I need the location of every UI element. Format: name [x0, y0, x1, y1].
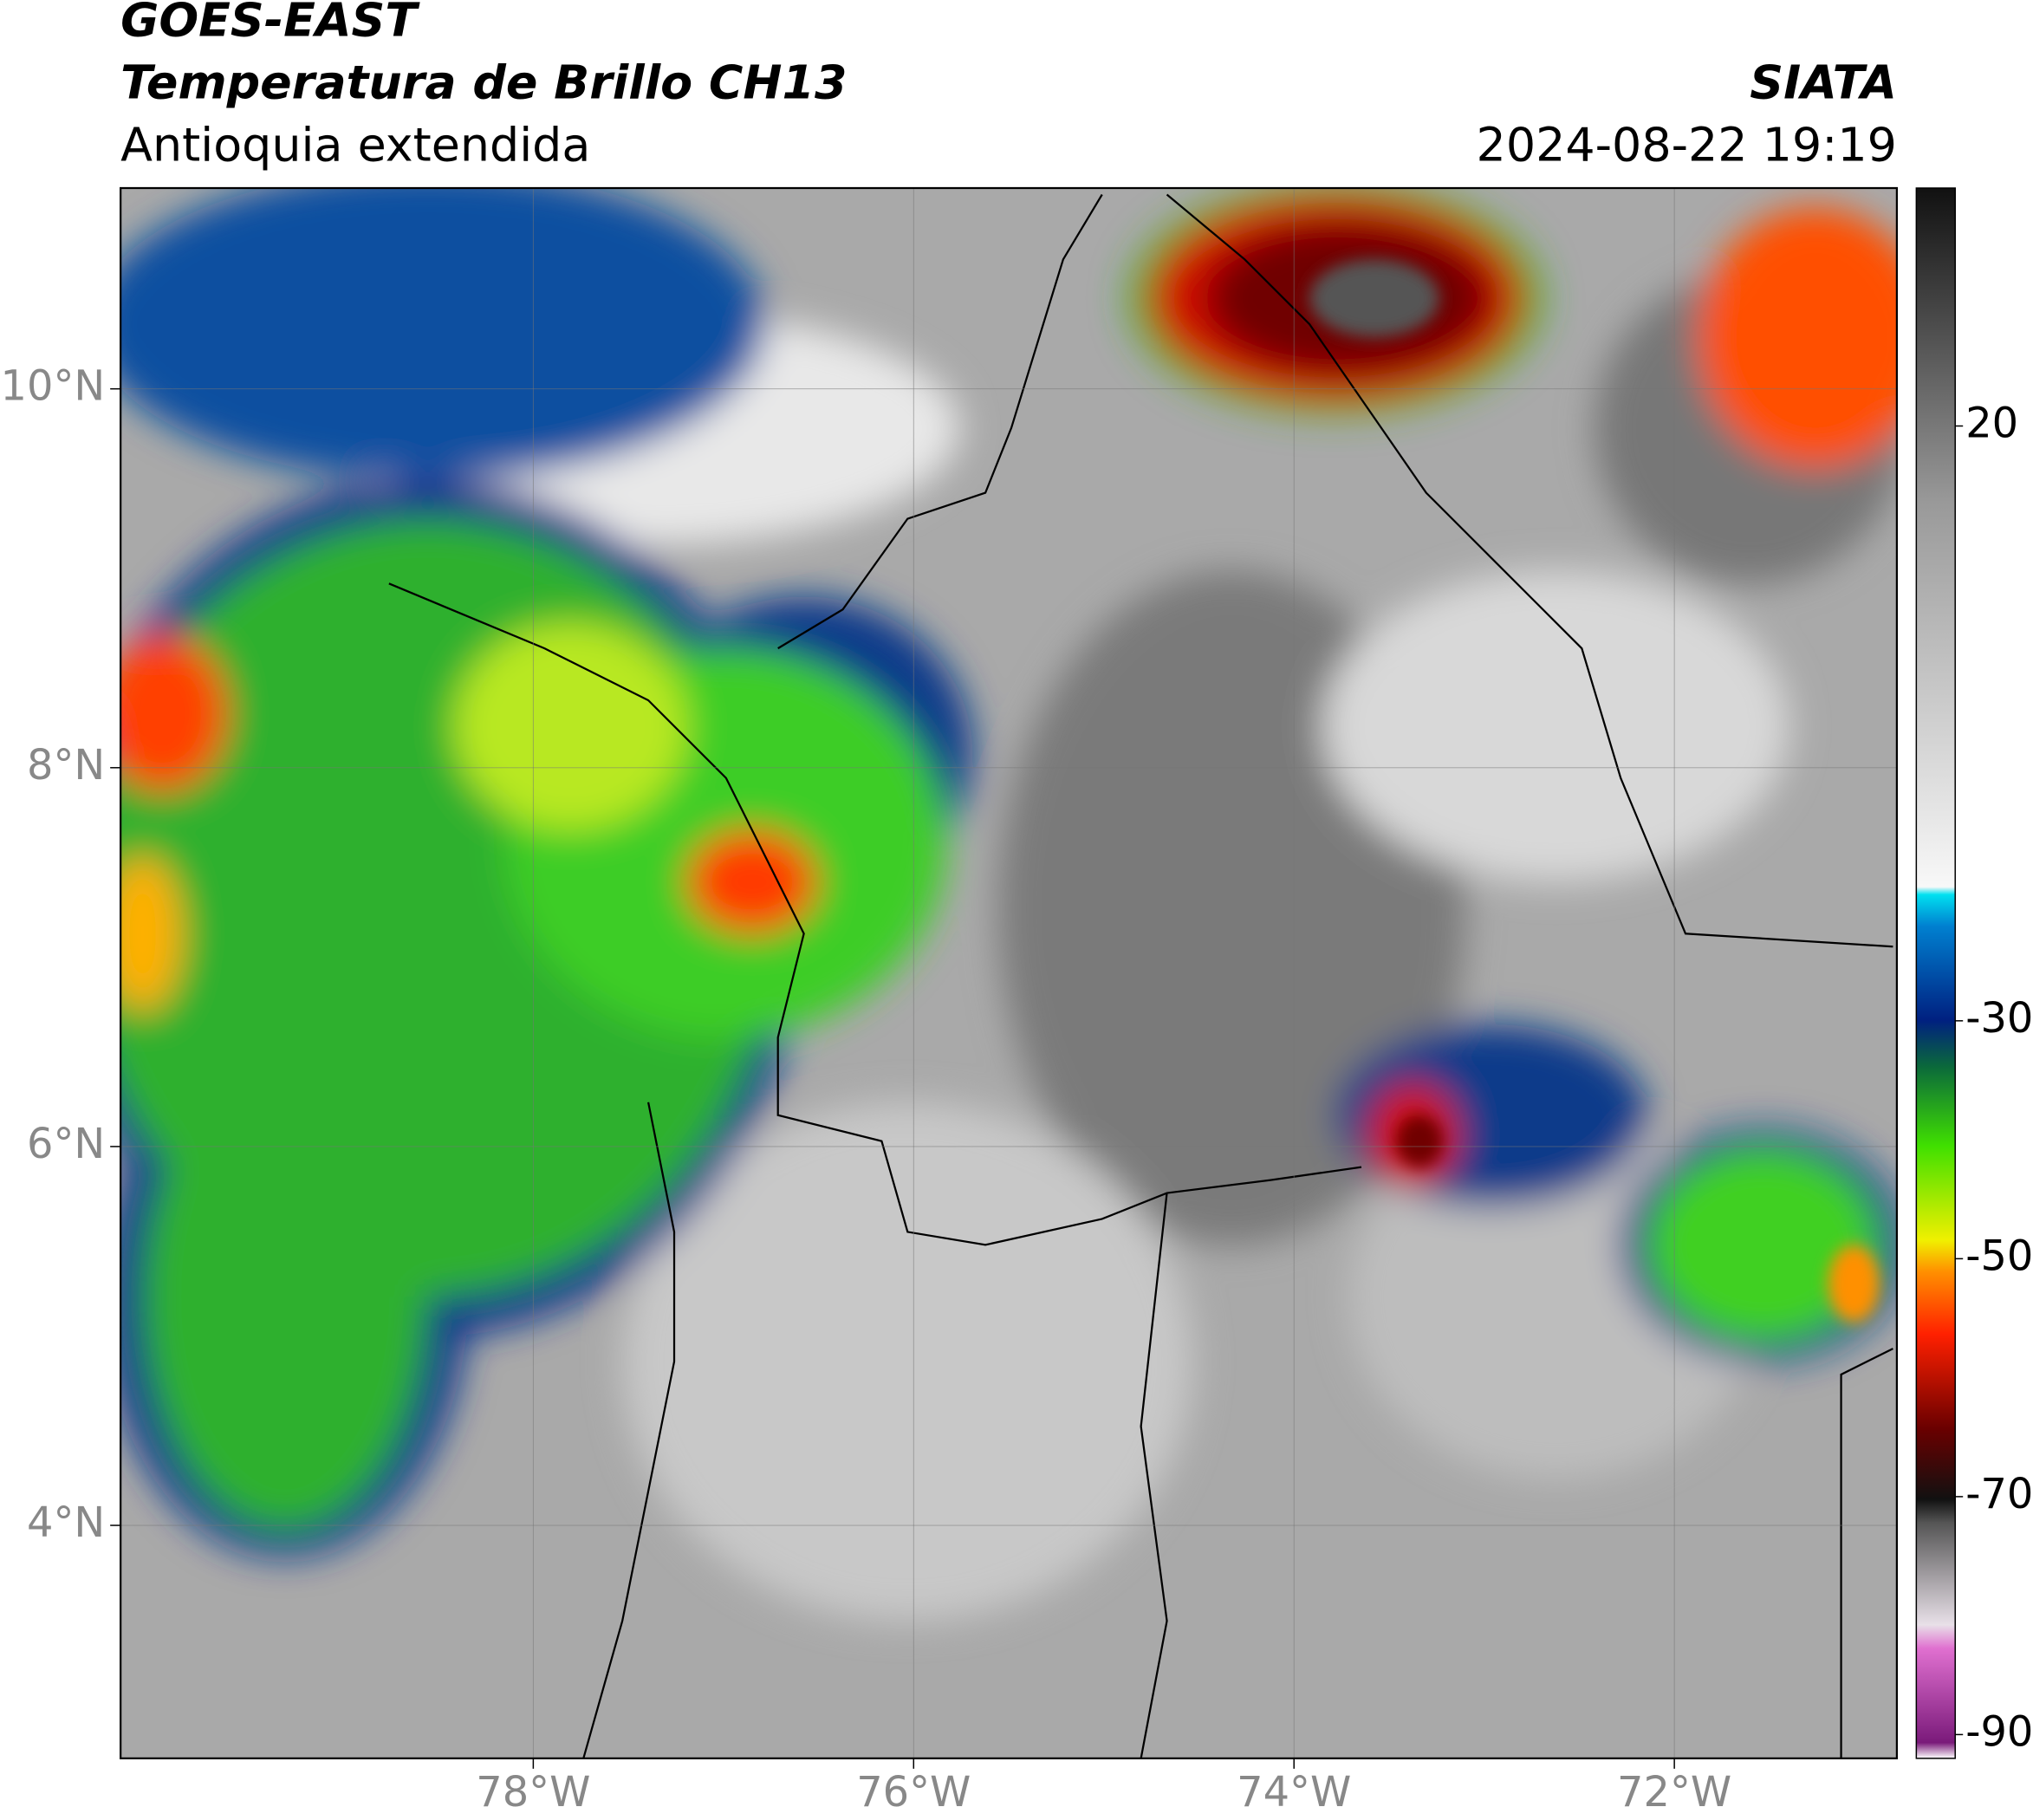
y-tick-label: 6°N: [27, 1121, 105, 1168]
satellite-image: [120, 188, 1897, 1758]
y-tick-label: 4°N: [27, 1499, 105, 1547]
colorbar-label: -50: [1965, 1232, 2033, 1280]
colorbar-label: -90: [1965, 1708, 2033, 1756]
colorbar-label: -30: [1965, 995, 2033, 1043]
map-frame: [120, 186, 1899, 1759]
source: SIATA: [1750, 55, 1897, 109]
x-tick-label: 76°W: [856, 1769, 971, 1817]
datetime: 2024-08-22 19:19: [1477, 117, 1897, 172]
colorbar-label: -70: [1965, 1471, 2033, 1518]
y-tick-label: 10°N: [1, 363, 106, 411]
region: Antioquia extendida: [120, 117, 590, 172]
x-tick-label: 72°W: [1617, 1769, 1731, 1817]
colorbar: [1915, 187, 1956, 1759]
subtitle: Temperatura de Brillo CH13: [120, 55, 847, 109]
title: GOES-EAST: [120, 0, 420, 48]
x-tick-label: 78°W: [476, 1769, 590, 1817]
x-tick-label: 74°W: [1237, 1769, 1351, 1817]
y-tick-label: 8°N: [27, 742, 105, 790]
colorbar-label: 20: [1965, 400, 2018, 448]
